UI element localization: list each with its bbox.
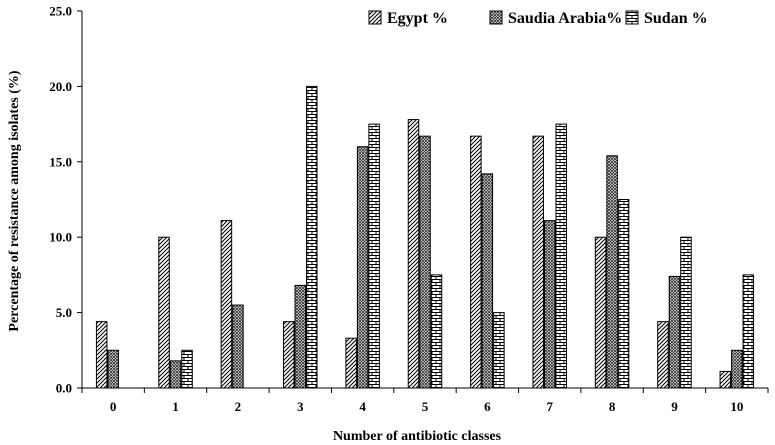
bar-crosshatch-8 — [606, 155, 618, 389]
y-tick-label: 10.0 — [49, 230, 72, 245]
x-axis-ticks: 0 1 2 3 4 5 6 7 8 9 10 — [81, 388, 769, 414]
bar-brick-6 — [493, 312, 505, 389]
x-tick-label: 4 — [359, 399, 366, 414]
bar-crosshatch-6 — [481, 173, 494, 389]
y-axis-title: Percentage of resistance among isolates … — [7, 70, 22, 331]
legend-swatch — [489, 10, 503, 25]
x-tick-label: 10 — [730, 399, 743, 414]
legend-label: Saudia Arabia% — [508, 10, 622, 27]
bar-diagonal-hatch-5 — [407, 119, 420, 389]
bar-diagonal-hatch-8 — [594, 236, 607, 389]
bar-crosshatch-5 — [419, 135, 431, 389]
bar-brick-4 — [368, 123, 380, 389]
bar-diagonal-hatch-0 — [95, 321, 108, 389]
x-tick-label: 2 — [235, 399, 242, 414]
x-tick-label: 5 — [422, 399, 429, 414]
bar-brick-5 — [430, 274, 443, 389]
bar-diagonal-hatch-9 — [657, 321, 669, 389]
bar-diagonal-hatch-4 — [345, 337, 357, 389]
y-tick-label: 20.0 — [49, 79, 72, 94]
x-tick-label: 3 — [297, 399, 304, 414]
bar-crosshatch-2 — [232, 304, 244, 389]
bar-brick-3 — [306, 85, 318, 389]
bar-diagonal-hatch-10 — [719, 370, 732, 389]
bar-crosshatch-3 — [294, 284, 307, 389]
legend-label: Egypt % — [387, 10, 448, 27]
bars — [95, 85, 755, 389]
bar-brick-10 — [742, 274, 755, 389]
bar-crosshatch-4 — [356, 146, 369, 389]
y-tick-label: 25.0 — [49, 4, 72, 19]
bar-brick-1 — [181, 349, 193, 389]
x-tick-label: 1 — [172, 399, 179, 414]
y-tick-label: 5.0 — [56, 305, 72, 320]
bar-crosshatch-1 — [169, 360, 182, 389]
bar-crosshatch-10 — [731, 349, 743, 389]
bar-diagonal-hatch-2 — [220, 220, 233, 389]
legend-swatch — [625, 10, 639, 25]
bar-brick-8 — [617, 199, 630, 389]
legend: Egypt % Saudia Arabia% Sudan % — [368, 10, 708, 27]
x-tick-label: 6 — [484, 399, 491, 414]
bar-diagonal-hatch-7 — [532, 135, 544, 389]
bar-crosshatch-7 — [543, 220, 556, 389]
x-tick-label: 0 — [110, 399, 117, 414]
bar-diagonal-hatch-3 — [283, 321, 295, 389]
x-tick-label: 9 — [671, 399, 678, 414]
x-tick-label: 7 — [546, 399, 553, 414]
bar-diagonal-hatch-6 — [470, 135, 482, 389]
y-tick-label: 0.0 — [56, 381, 72, 396]
legend-label: Sudan % — [644, 10, 708, 27]
y-tick-label: 15.0 — [49, 154, 72, 169]
y-axis-ticks: 0.0 5.0 10.0 15.0 20.0 25.0 — [49, 4, 82, 396]
bar-diagonal-hatch-1 — [158, 236, 170, 389]
x-axis-title: Number of antibiotic classes — [333, 429, 502, 444]
bar-brick-7 — [555, 123, 567, 389]
x-tick-label: 8 — [609, 399, 616, 414]
bar-brick-9 — [680, 236, 692, 389]
legend-swatch — [368, 10, 382, 25]
bar-crosshatch-0 — [107, 349, 119, 389]
bar-crosshatch-9 — [668, 275, 681, 389]
